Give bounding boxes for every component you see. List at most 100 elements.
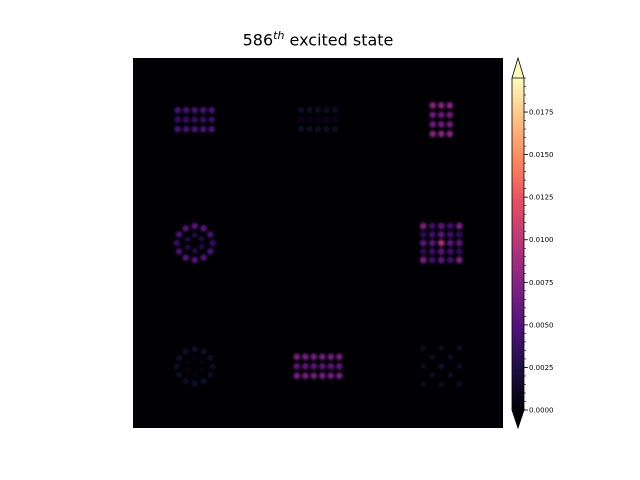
spot-r0-c1 xyxy=(306,106,313,114)
spot-r2-c2 xyxy=(456,363,463,370)
spot-r1-c0 xyxy=(191,222,198,230)
spot-r0-c1 xyxy=(297,106,305,114)
spot-r1-c2 xyxy=(437,231,445,238)
spot-r1-c2 xyxy=(428,231,436,238)
spot-r1-c0 xyxy=(191,232,198,238)
spot-r0-c2 xyxy=(446,111,454,119)
spot-r0-c2 xyxy=(438,111,445,119)
spot-r2-c1 xyxy=(302,363,309,370)
spot-r2-c1 xyxy=(302,372,309,380)
spot-r1-c2 xyxy=(419,248,427,255)
spot-r2-c0 xyxy=(198,359,205,365)
colorbar-extend-max xyxy=(511,56,525,79)
colorbar: 0.0000 0.0025 0.0050 0.0075 0.0100 0.0125 0.01… xyxy=(511,56,554,430)
spot-r1-c2 xyxy=(446,239,454,247)
spot-r0-c2 xyxy=(446,130,454,138)
colorbar-tick-label: 0.0175 xyxy=(529,109,554,117)
spot-r1-c2 xyxy=(455,248,463,255)
spot-r2-c0 xyxy=(200,348,207,355)
colorbar-tick-label: 0.0000 xyxy=(529,407,554,415)
title-number: 586 xyxy=(242,30,274,50)
spot-r0-c2 xyxy=(446,102,454,109)
spot-r2-c0 xyxy=(207,371,214,378)
spot-r0-c1 xyxy=(314,106,322,114)
spot-r2-c2 xyxy=(456,345,463,352)
spot-r2-c0 xyxy=(182,348,189,355)
spot-r1-c0 xyxy=(209,239,216,247)
spot-r0-c1 xyxy=(323,116,330,123)
spot-r1-c2 xyxy=(428,222,436,230)
colorbar-body xyxy=(512,78,524,410)
spot-r1-c2 xyxy=(428,248,436,255)
spot-r0-c0 xyxy=(208,125,215,133)
spot-r2-c2 xyxy=(429,372,436,379)
spot-r2-c1 xyxy=(302,353,309,361)
spot-r2-c1 xyxy=(293,372,301,380)
spot-r1-c0 xyxy=(175,248,183,255)
spot-r1-c0 xyxy=(185,244,191,250)
spot-r0-c0 xyxy=(174,116,181,123)
spot-r1-c2 xyxy=(428,256,436,264)
spot-r2-c2 xyxy=(447,354,454,361)
spot-r1-c0 xyxy=(182,225,189,232)
spot-r0-c1 xyxy=(323,106,330,114)
spot-r0-c1 xyxy=(323,125,330,133)
spot-r0-c1 xyxy=(306,116,313,123)
spot-r2-c0 xyxy=(173,363,180,370)
heatmap-spots xyxy=(173,102,463,388)
spot-r0-c1 xyxy=(314,125,322,133)
spot-r1-c2 xyxy=(446,231,454,238)
spot-r2-c2 xyxy=(429,354,436,361)
spot-r2-c0 xyxy=(192,371,198,377)
spot-r1-c2 xyxy=(437,222,445,230)
spot-r2-c2 xyxy=(447,372,454,379)
spot-r2-c2 xyxy=(420,345,427,352)
spot-r0-c0 xyxy=(174,106,181,114)
spot-r1-c2 xyxy=(455,222,463,230)
spot-r0-c0 xyxy=(182,125,190,133)
spot-r2-c0 xyxy=(191,355,198,361)
spot-r0-c1 xyxy=(314,116,322,123)
title-text: excited state xyxy=(289,30,394,50)
spot-r0-c2 xyxy=(429,102,437,109)
spot-r2-c1 xyxy=(293,353,301,361)
spot-r0-c0 xyxy=(182,116,190,123)
spot-r2-c0 xyxy=(185,359,191,366)
spot-r2-c0 xyxy=(175,354,183,361)
spot-r0-c0 xyxy=(191,116,198,123)
spot-r2-c1 xyxy=(310,353,318,361)
colorbar-tick-label: 0.0025 xyxy=(529,364,554,372)
spot-r2-c2 xyxy=(456,381,463,388)
title-superscript: th xyxy=(273,29,285,42)
colorbar-tick-label: 0.0150 xyxy=(529,151,554,159)
spot-r1-c2 xyxy=(446,256,454,264)
spot-r0-c2 xyxy=(429,121,437,128)
spot-r0-c0 xyxy=(174,125,181,133)
spot-r0-c0 xyxy=(191,106,198,114)
spot-r1-c0 xyxy=(200,254,207,261)
spot-r1-c2 xyxy=(419,231,427,238)
colorbar-extend-min xyxy=(511,409,525,430)
spot-r1-c0 xyxy=(173,239,180,247)
colorbar-outline xyxy=(511,78,525,410)
spot-r0-c1 xyxy=(306,125,313,133)
spot-r2-c0 xyxy=(209,363,216,370)
spot-r1-c2 xyxy=(419,239,427,247)
spot-r1-c0 xyxy=(199,244,205,250)
spot-r2-c1 xyxy=(336,353,343,361)
spot-r1-c2 xyxy=(446,222,454,230)
colorbar-tick-label: 0.0050 xyxy=(529,321,554,329)
colorbar-tick-label: 0.0125 xyxy=(529,194,554,202)
spot-r2-c1 xyxy=(319,372,326,380)
spot-r1-c0 xyxy=(200,225,207,232)
spot-r0-c0 xyxy=(208,106,215,114)
spot-r0-c0 xyxy=(199,106,207,114)
spot-r1-c0 xyxy=(198,236,205,242)
spot-r1-c2 xyxy=(428,239,436,247)
spot-r1-c2 xyxy=(446,248,454,255)
spot-r2-c0 xyxy=(182,377,189,385)
spot-r0-c1 xyxy=(331,106,339,114)
spot-r1-c0 xyxy=(191,256,198,264)
spot-r2-c1 xyxy=(310,372,318,380)
